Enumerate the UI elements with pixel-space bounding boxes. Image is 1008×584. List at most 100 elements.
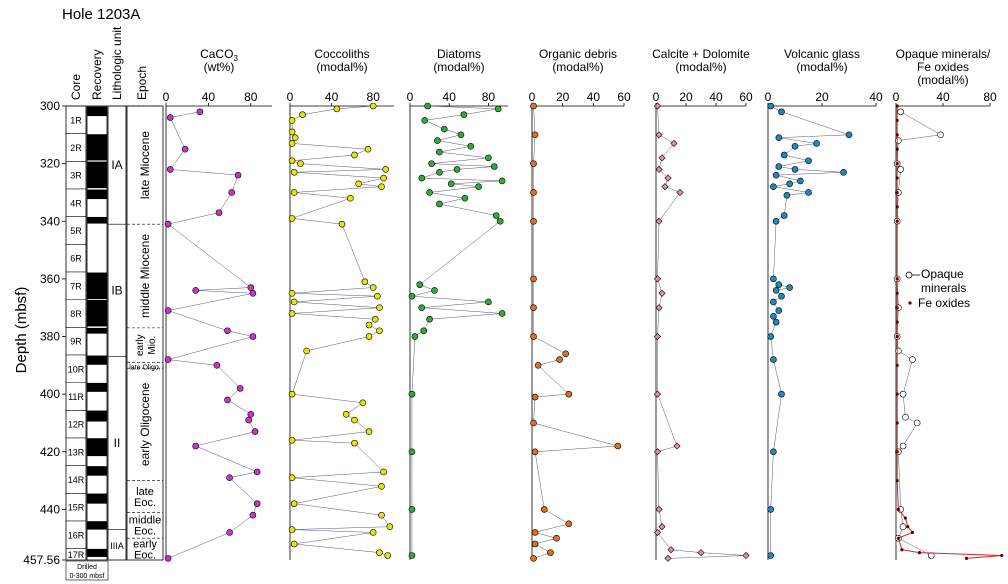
epoch-label: middle Miocene xyxy=(138,234,152,318)
data-point xyxy=(895,334,899,339)
data-point xyxy=(895,478,899,483)
data-point xyxy=(783,192,791,199)
data-point xyxy=(378,511,385,519)
data-point xyxy=(374,292,381,300)
data-point xyxy=(913,419,921,427)
x-tick-label: 40 xyxy=(936,90,950,104)
data-point xyxy=(742,551,750,560)
data-point xyxy=(775,134,783,141)
data-point xyxy=(770,275,777,283)
data-point xyxy=(899,390,907,398)
data-point xyxy=(791,166,799,173)
core-label: 9R xyxy=(70,337,82,347)
data-point xyxy=(906,525,910,529)
data-point xyxy=(697,549,705,557)
data-point xyxy=(565,520,573,528)
data-point xyxy=(288,128,296,136)
epoch-label: early xyxy=(133,539,157,551)
data-point xyxy=(365,333,373,340)
core-label: 10R xyxy=(68,364,85,374)
data-point xyxy=(303,347,310,355)
data-point xyxy=(234,171,242,179)
data-point xyxy=(461,194,469,202)
x-tick-label: 0 xyxy=(653,90,660,104)
x-tick-label: 20 xyxy=(679,90,693,104)
data-point xyxy=(369,102,377,110)
core-label: 16R xyxy=(68,530,85,540)
legend-opaque-marker xyxy=(905,271,913,279)
data-point xyxy=(813,140,820,147)
data-point xyxy=(192,442,199,450)
data-point xyxy=(408,552,416,559)
data-point xyxy=(531,131,539,139)
panel-title: Opaque minerals/ xyxy=(896,47,991,61)
data-point xyxy=(288,474,296,482)
x-tick-label: 20 xyxy=(815,90,829,104)
data-point xyxy=(498,177,506,185)
data-point xyxy=(805,189,812,196)
data-point xyxy=(653,448,662,456)
data-point xyxy=(376,549,383,556)
x-tick-label: 60 xyxy=(617,90,631,104)
core-label: 6R xyxy=(70,254,82,264)
data-point xyxy=(408,506,416,513)
series-line xyxy=(291,105,391,556)
depth-tick-label: 320 xyxy=(40,157,60,171)
depth-tick-label: 440 xyxy=(40,502,60,516)
data-point xyxy=(553,534,560,542)
epoch-label: Mio. xyxy=(147,336,158,355)
data-point xyxy=(531,448,539,456)
recovery-interval xyxy=(87,521,107,530)
data-point xyxy=(378,483,385,490)
data-point xyxy=(288,526,296,533)
data-point xyxy=(556,356,563,363)
data-point xyxy=(673,442,681,450)
data-point xyxy=(895,320,899,324)
data-point xyxy=(910,530,915,535)
panel-title: CaCO3 xyxy=(200,47,238,63)
data-point xyxy=(166,166,174,173)
data-point xyxy=(351,439,358,447)
lith-unit-label: IA xyxy=(111,158,122,172)
data-point xyxy=(288,436,296,444)
data-point xyxy=(164,220,172,228)
recovery-interval xyxy=(87,161,107,189)
data-point xyxy=(653,390,662,398)
data-point xyxy=(288,157,296,165)
data-point xyxy=(530,419,537,427)
data-point xyxy=(408,390,416,398)
data-point xyxy=(770,298,777,306)
recovery-column xyxy=(86,105,108,561)
lith-frame xyxy=(107,105,127,561)
series-line xyxy=(896,111,942,556)
data-point xyxy=(770,356,777,363)
x-tick-label: 60 xyxy=(739,90,753,104)
data-point xyxy=(775,163,783,170)
data-point xyxy=(380,174,387,182)
data-point xyxy=(382,166,389,173)
series-line xyxy=(657,105,747,559)
x-tick-label: 0 xyxy=(765,90,772,104)
core-label: 3R xyxy=(70,171,82,181)
epoch-label: Eoc. xyxy=(134,497,156,509)
data-point xyxy=(895,104,899,108)
legend-fe-label: Fe oxides xyxy=(918,296,970,310)
data-point xyxy=(376,327,383,335)
recovery-interval xyxy=(87,299,107,327)
data-point xyxy=(896,507,900,512)
panel-title: Volcanic glass xyxy=(784,47,860,61)
header-epoch: Epoch xyxy=(135,66,149,100)
data-point xyxy=(494,105,502,113)
data-point xyxy=(895,392,899,396)
data-point xyxy=(797,177,804,185)
data-point xyxy=(530,102,537,110)
core-label: 15R xyxy=(68,503,85,513)
data-point xyxy=(290,298,298,306)
data-point xyxy=(436,148,443,156)
data-point xyxy=(411,333,419,340)
data-point xyxy=(447,180,455,188)
data-point xyxy=(530,555,537,562)
recovery-interval xyxy=(87,466,107,476)
data-point xyxy=(1000,553,1004,558)
